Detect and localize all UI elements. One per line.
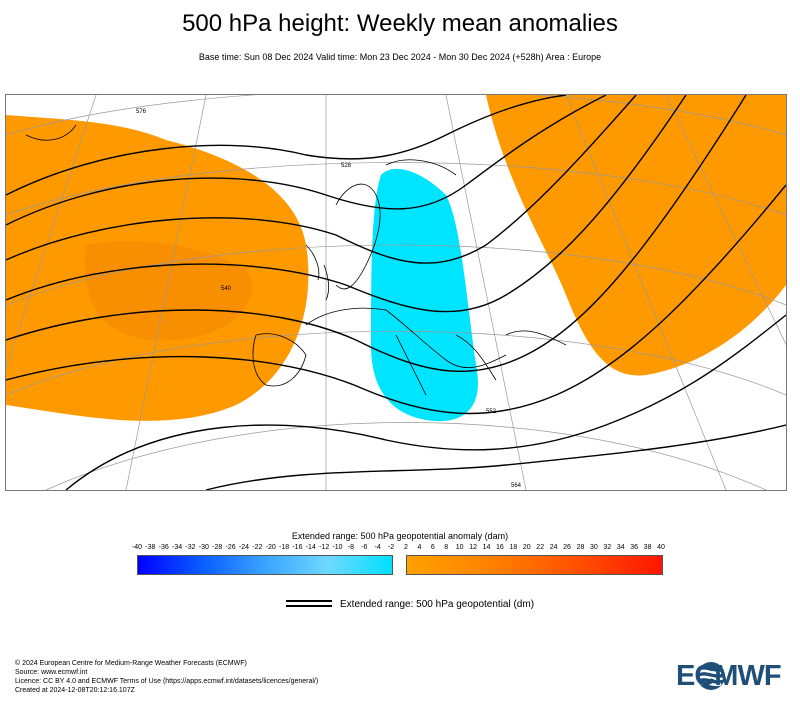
contour-legend-line [286,600,332,608]
colorbar-tick: -28 [212,544,223,551]
colorbar-tick: 32 [603,544,612,551]
logo-text: ECMWF [676,660,782,692]
colorbar-tick: -40 [131,544,143,551]
colorbar-tick: -38 [145,544,156,551]
positive-anomaly-west-core [84,241,253,341]
colorbar-tick: -30 [198,544,209,551]
footer-line: Created at 2024-12-08T20:12:16.107Z [15,687,135,694]
colorbar-tick: 8 [444,544,449,551]
colorbar-tick: 16 [496,544,504,551]
colorbar-tick: 28 [576,544,585,551]
contour-label: 564 [511,483,522,489]
geopotential-contours [6,95,786,490]
colorbar-tick: -6 [361,544,368,551]
contour-label: 576 [136,109,147,115]
colorbar-tick: 34 [616,544,625,551]
colorbar-tick: 12 [469,544,477,551]
ecmwf-logo-icon [697,662,725,690]
contour-label: 552 [486,409,497,415]
colorbar-tick: 22 [536,544,545,551]
colorbar-positive [406,555,663,575]
coastlines [25,124,567,396]
colorbar-tick: -32 [185,544,196,551]
colorbar-negative [137,555,393,575]
colorbar-tick: -18 [278,544,290,551]
colorbar-tick: -12 [319,544,330,551]
colorbar-tick: 4 [417,544,422,551]
colorbar-tick: 36 [630,544,639,551]
footer: © 2024 European Centre for Medium-Range … [15,659,318,695]
colorbar-tick: -22 [252,544,263,551]
footer-line: Source: www.ecmwf.int [15,669,88,676]
positive-anomaly-east [486,95,786,376]
colorbar-tick: 6 [430,544,435,551]
colorbar-tick: 14 [482,544,491,551]
colorbar-tick: 18 [509,544,518,551]
colorbar-tick: -24 [238,544,249,551]
colorbar-tick: -34 [172,544,183,551]
colorbar-tick: 10 [455,544,464,551]
colorbar-tick: 24 [549,544,558,551]
contour-label: 528 [341,163,352,169]
colorbar-tick: -8 [347,544,355,551]
contour-legend-label: Extended range: 500 hPa geopotential (dm… [340,599,535,610]
page-title: 500 hPa height: Weekly mean anomalies [182,10,618,37]
footer-line: © 2024 European Centre for Medium-Range … [15,660,247,667]
colorbar-tick: -10 [332,544,343,551]
anomaly-map: 576 528 540 552 564 [5,94,787,491]
colorbar-tick: -16 [292,544,303,551]
colorbar-tick: -4 [374,544,381,551]
colorbar-tick: -26 [225,544,236,551]
colorbar-tick: 40 [657,544,665,551]
contour-label: 540 [221,286,232,292]
negative-anomaly-central [371,168,478,422]
colorbar-tick: 20 [522,544,531,551]
colorbar-tick: -36 [158,544,169,551]
colorbar-tick: 38 [643,544,652,551]
colorbar-tick: 30 [589,544,598,551]
colorbar-tick: 26 [563,544,571,551]
lat-lon-grid [6,95,786,490]
colorbar-tick: 2 [404,544,408,551]
colorbar-tick: -20 [265,544,276,551]
colorbar-tick: -14 [305,544,316,551]
footer-line: Licence: CC BY 4.0 and ECMWF Terms of Us… [15,678,319,685]
colorbar-title: Extended range: 500 hPa geopotential ano… [291,531,509,541]
subtitle: Base time: Sun 08 Dec 2024 Valid time: M… [198,52,602,62]
colorbar-tick: -2 [387,544,395,551]
